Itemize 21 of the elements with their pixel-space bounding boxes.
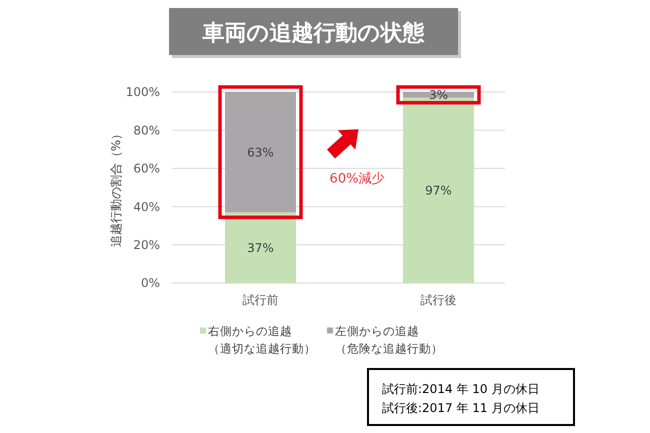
- data-label: 97%: [425, 184, 452, 198]
- y-tick-label: 100%: [126, 85, 160, 100]
- y-tick-label: 40%: [133, 200, 160, 214]
- y-tick-label: 60%: [133, 162, 160, 176]
- x-tick-label: 試行後: [420, 293, 456, 308]
- legend-label: 左側からの追越（危険な追越行動）: [335, 324, 443, 356]
- bar: [225, 212, 296, 283]
- legend-label: 右側からの追越（適切な追越行動）: [208, 324, 316, 356]
- y-tick-label: 0%: [140, 276, 160, 290]
- text: 試行後:2017 年 11 月の休日: [382, 401, 540, 416]
- data-label: 3%: [428, 88, 448, 102]
- y-axis-title: 追越行動の割合（%）: [109, 128, 124, 248]
- data-label: 37%: [247, 240, 274, 255]
- annotation: 60%減少: [330, 172, 384, 187]
- y-tick-label: 20%: [133, 238, 160, 252]
- bar: [403, 98, 474, 283]
- chart-title: 車両の追越行動の状態: [202, 20, 426, 46]
- y-tick-label: 80%: [133, 123, 160, 138]
- data-label: 63%: [247, 145, 274, 160]
- x-tick-label: 試行前: [242, 293, 278, 308]
- text: 試行前:2014 年 10 月の休日: [382, 382, 540, 396]
